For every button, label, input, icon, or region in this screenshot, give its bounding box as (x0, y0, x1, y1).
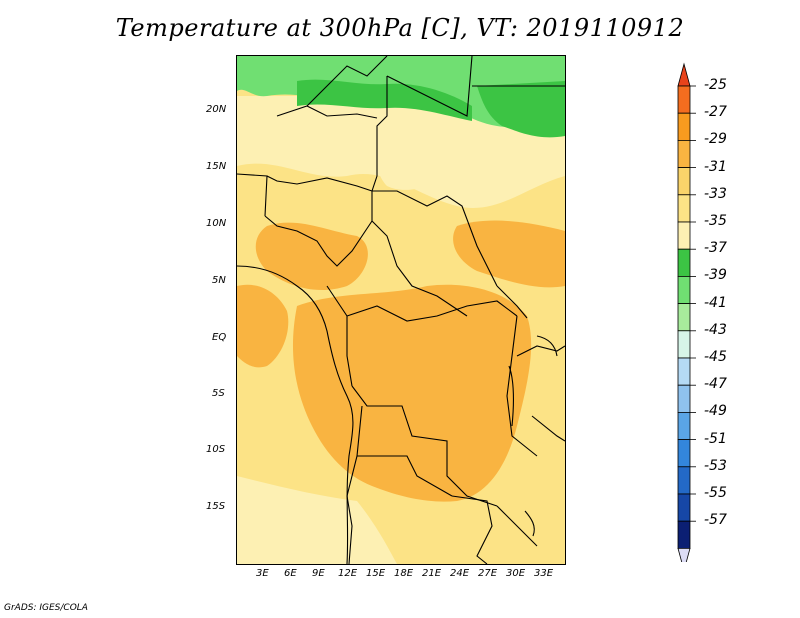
color-bar-label: -29 (704, 131, 727, 148)
color-bar-swatch (677, 194, 691, 223)
color-bar-label: -39 (704, 267, 727, 284)
lon-tick: 21E (422, 568, 442, 579)
lat-tick: EQ (212, 332, 227, 343)
lon-tick: 6E (284, 568, 297, 579)
lon-tick: 18E (394, 568, 414, 579)
color-bar-label: -33 (704, 185, 727, 202)
color-bar-swatch (677, 248, 691, 277)
lat-tick: 10N (206, 218, 227, 229)
lake-victoria (536, 335, 558, 357)
lat-tick: 15N (206, 161, 227, 172)
color-bar-label: -41 (704, 294, 727, 311)
lat-tick: 5N (212, 275, 226, 286)
color-bar-swatch (677, 140, 691, 169)
color-bar-swatches (677, 62, 696, 562)
color-bar-swatch (677, 167, 691, 196)
color-bar-label: -27 (704, 104, 727, 121)
map-title: Temperature at 300hPa [C], VT: 201911091… (115, 14, 685, 42)
lon-tick: 12E (338, 568, 358, 579)
color-bar-swatch (677, 439, 691, 468)
color-bar-label: -51 (704, 430, 727, 447)
field-warm-west (255, 222, 368, 291)
color-bar-label: -53 (704, 457, 727, 474)
color-bar-swatch (677, 384, 691, 413)
color-bar-swatch (677, 411, 691, 440)
lon-tick: 9E (312, 568, 325, 579)
color-bar-label: -31 (704, 158, 727, 175)
color-bar-label: -47 (704, 376, 727, 393)
field-warm-congo (292, 284, 532, 502)
field-cool-sahara (367, 96, 467, 190)
color-bar-swatch (677, 275, 691, 304)
lon-tick: 27E (478, 568, 498, 579)
field-colder-northeast (477, 81, 565, 138)
color-bar-label: -45 (704, 349, 727, 365)
field-colder-north (297, 79, 472, 121)
color-bar-label: -49 (704, 403, 727, 420)
lat-tick: 20N (206, 104, 227, 115)
lat-tick: 10S (206, 444, 226, 455)
color-bar-label: -25 (704, 77, 727, 93)
color-bar-label: -57 (704, 512, 727, 529)
lat-tick: 15S (206, 501, 226, 512)
map-canvas (237, 56, 565, 564)
lat-tick: 5S (212, 388, 225, 399)
color-bar-top-arrow (677, 62, 691, 87)
coastline (237, 265, 354, 564)
lon-tick: 30E (506, 568, 526, 579)
field-warm-gulf (237, 284, 289, 368)
color-bar-label: -55 (704, 485, 727, 501)
color-bar-swatch (677, 520, 691, 549)
color-bar-swatch (677, 221, 691, 250)
lake-tanganyika (508, 365, 514, 427)
color-bar-label: -43 (704, 321, 727, 338)
color-bar-label: -35 (704, 213, 727, 229)
color-bar-swatch (677, 303, 691, 332)
lon-tick: 15E (366, 568, 386, 579)
color-bar: -25 -27 -29 -31 -33 -35 -37 -39 -41 -43 -45 -47 -49 -… (676, 62, 786, 562)
field-cool-southwest (237, 476, 397, 564)
color-bar-swatch (677, 112, 691, 141)
lon-tick: 33E (534, 568, 554, 579)
color-bar-bottom-arrow (677, 547, 691, 562)
field-warm-east (453, 220, 565, 288)
lon-tick: 3E (256, 568, 269, 579)
lon-tick: 24E (450, 568, 470, 579)
credit-text: GrADS: IGES/COLA (4, 603, 88, 613)
color-bar-swatch (677, 466, 691, 495)
lake-malawi (524, 510, 535, 537)
temperature-map (236, 55, 566, 565)
color-bar-swatch (677, 85, 691, 114)
country-borders (237, 56, 565, 564)
color-bar-swatch (677, 330, 691, 359)
color-bar-swatch (677, 493, 691, 522)
color-bar-label: -37 (704, 240, 727, 257)
color-bar-swatch (677, 357, 691, 386)
